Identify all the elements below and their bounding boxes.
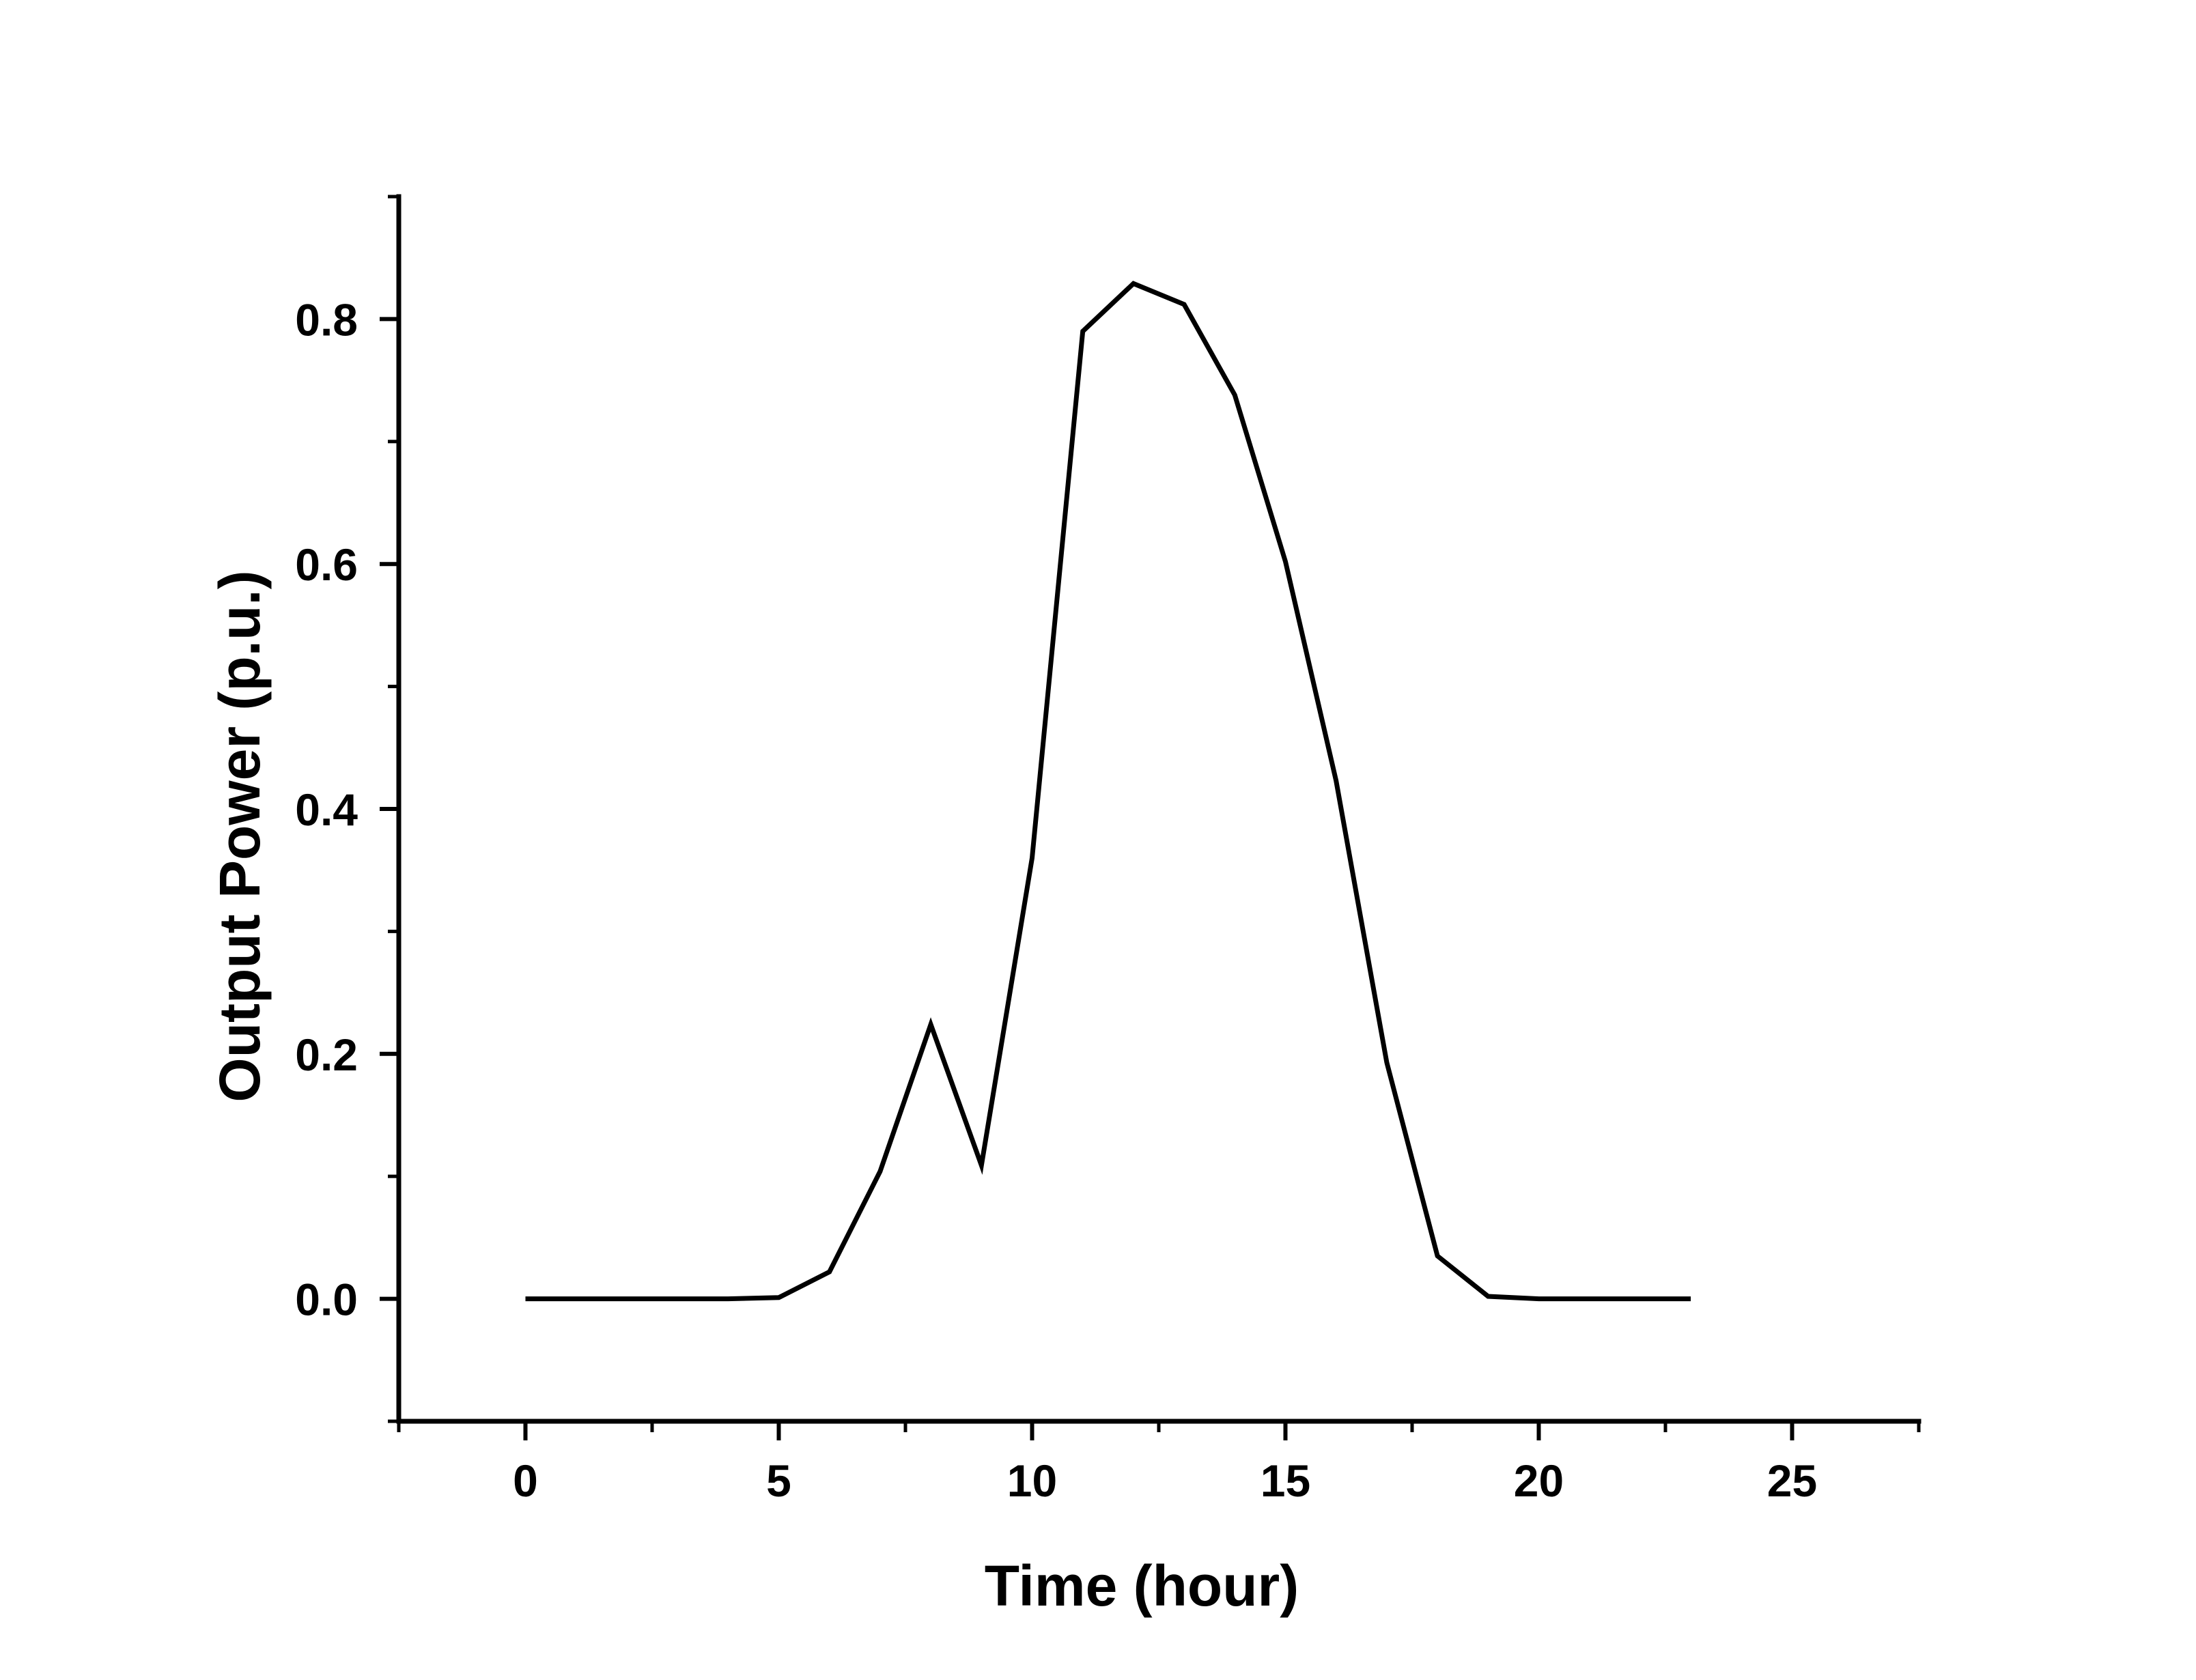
ticks	[380, 195, 1921, 1440]
x-tick-label: 20	[1514, 1455, 1564, 1506]
y-axis-title: Output Power (p.u.)	[208, 570, 272, 1102]
x-tick-label: 25	[1767, 1455, 1817, 1506]
x-tick-label: 10	[1007, 1455, 1057, 1506]
y-tick-label: 0.8	[295, 294, 358, 345]
y-tick-label: 0.0	[295, 1275, 358, 1325]
series-line	[525, 281, 1691, 1302]
x-axis-title: Time (hour)	[985, 1554, 1299, 1618]
x-tick-label: 0	[513, 1455, 538, 1506]
series	[525, 281, 1691, 1302]
axes	[396, 194, 1922, 1424]
y-tick-label: 0.6	[295, 539, 358, 590]
tick-labels: 0 5 10 15 20 25 0.0 0.2 0.4 0.6 0.8	[295, 294, 1817, 1506]
x-tick-label: 15	[1261, 1455, 1310, 1506]
y-tick-label: 0.2	[295, 1029, 358, 1080]
y-tick-label: 0.4	[295, 784, 358, 835]
x-tick-label: 5	[766, 1455, 791, 1506]
